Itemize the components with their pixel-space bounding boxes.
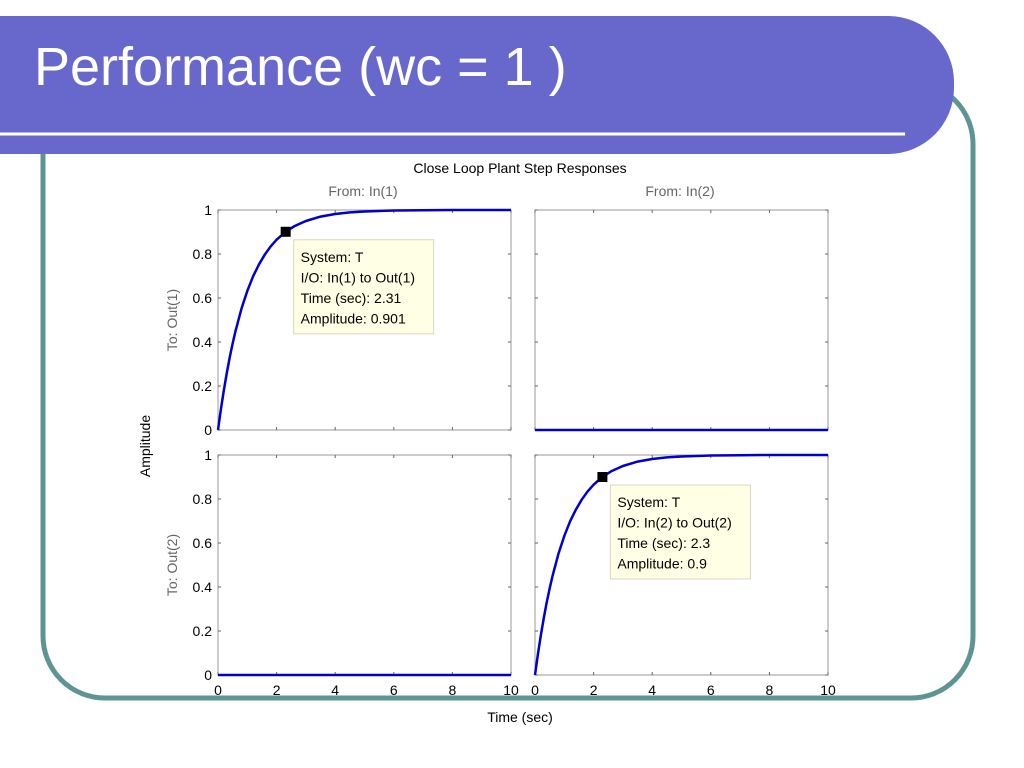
y-axis-label: Amplitude [137,415,153,477]
step-response-line [216,208,511,431]
datatip-text: System: T [301,249,364,265]
y-tick-label: 0.2 [193,623,213,639]
column-label-in1: From: In(1) [328,183,397,199]
slide-title: Performance (wc = 1 ) [34,37,567,97]
datatip-text: System: T [617,494,680,510]
x-tick-label: 2 [590,682,598,698]
y-tick-label: 0.6 [193,290,213,306]
subplot-grid: 0 0.2 0.4 0.6 0.8 1 System: T I/O: In(1) to Out… [193,202,836,698]
step-response-line [533,453,828,676]
x-axis-label: Time (sec) [487,709,553,725]
chart-title: Close Loop Plant Step Responses [413,160,626,176]
subplot-1-1: 0 0.2 0.4 0.6 0.8 1 System: T I/O: In(1) to Out… [193,202,512,438]
y-tick-label: 0.2 [193,378,213,394]
x-tick-label: 0 [531,682,539,698]
datatip-marker[interactable] [597,472,608,482]
datatip-box [609,484,751,580]
y-tick-label: 0.8 [193,491,213,507]
row-label-out2: To: Out(2) [164,534,180,596]
subplot-1-2 [534,209,829,432]
datatip-text: Amplitude: 0.901 [301,310,406,326]
subplot-2-2: 0 2 4 6 8 10 System: T I/O: In(2) to Out(2) Time… [531,453,836,698]
title-bar [0,16,954,154]
y-tick-label: 1 [204,447,212,463]
datatip-marker[interactable] [280,226,291,237]
axes-box [534,209,829,431]
y-tick-label: 0 [204,422,212,438]
axes-box [217,454,512,676]
x-tick-label: 8 [766,682,774,698]
x-tick-label: 6 [390,682,398,698]
x-tick-label: 10 [820,682,836,698]
row-label-out1: To: Out(1) [164,289,180,351]
x-tick-label: 6 [707,682,715,698]
datatip-text: I/O: In(1) to Out(1) [301,269,415,285]
y-tick-label: 1 [204,202,212,218]
y-tick-label: 0.6 [193,535,213,551]
x-tick-label: 10 [503,682,519,698]
x-tick-label: 0 [214,682,222,698]
x-tick-label: 2 [273,682,281,698]
x-tick-label: 4 [648,682,656,698]
datatip-text: I/O: In(2) to Out(2) [617,515,731,531]
datatip-box [293,239,435,335]
subplot-2-1: 00.20.40.60.810 2 4 6 8 10 [193,447,519,698]
y-tick-label: 0 [204,667,212,683]
y-tick-label: 0.4 [193,334,213,350]
datatip-text: Time (sec): 2.3 [617,535,710,551]
y-tick-label: 0.8 [193,246,213,262]
x-tick-label: 4 [331,682,339,698]
datatip-text: Amplitude: 0.9 [617,556,707,572]
datatip-text: Time (sec): 2.31 [301,290,402,306]
x-tick-label: 8 [449,682,457,698]
datatip[interactable]: System: T I/O: In(2) to Out(2) Time (sec):… [609,484,751,580]
column-label-in2: From: In(2) [645,183,714,199]
datatip[interactable]: System: T I/O: In(1) to Out(1) Time (sec):… [293,239,435,335]
y-tick-label: 0.4 [193,579,213,595]
